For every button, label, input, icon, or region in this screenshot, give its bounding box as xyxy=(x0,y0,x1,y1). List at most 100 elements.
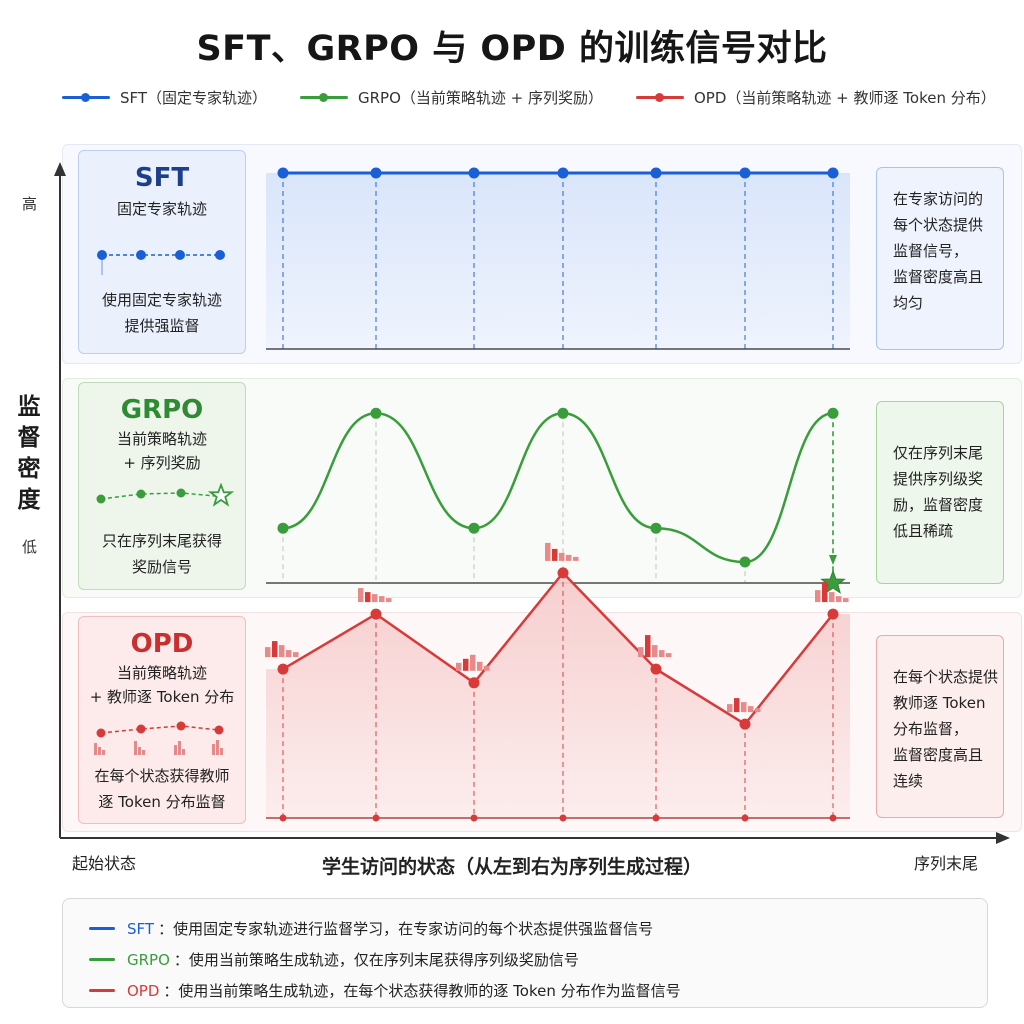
sft-point-4 xyxy=(557,167,569,179)
opd-token-bar-6-3 xyxy=(741,702,747,713)
grpo-note-line: 励，监督密度 xyxy=(893,496,984,514)
page-title: SFT、GRPO 与 OPD 的训练信号对比 xyxy=(196,29,828,69)
legend-item-grpo: GRPO（当前策略轨迹 + 序列奖励） xyxy=(300,86,603,108)
opd-token-bar-7-3 xyxy=(829,592,835,603)
opd-baseline-dot-3 xyxy=(470,814,478,822)
opd-token-bar-5-4 xyxy=(659,650,665,658)
opd-token-bar-3-2 xyxy=(463,658,469,671)
grpo-point-4 xyxy=(557,407,569,419)
opd-point-5 xyxy=(650,663,662,675)
opd-token-bar-1-4 xyxy=(286,650,292,658)
opd-card-desc-line1: 在每个状态获得教师 xyxy=(94,767,230,785)
legend-swatch-grpo xyxy=(300,92,348,102)
opd-token-bar-5-2 xyxy=(645,635,651,658)
opd-point-6 xyxy=(739,718,751,730)
opd-baseline-dot-2 xyxy=(372,814,380,822)
sft-point-1 xyxy=(277,167,289,179)
bottom-legend-text-grpo: ：使用当前策略生成轨迹，仅在序列末尾获得序列级奖励信号 xyxy=(173,951,579,969)
legend-swatch-opd xyxy=(636,92,684,102)
opd-token-bar-7-4 xyxy=(836,596,842,603)
opd-note: 在每个状态提供 教师逐 Token 分布监督， 监督密度高且 连续 xyxy=(876,635,1004,818)
y-axis-title: 监督密度 xyxy=(17,394,41,513)
bottom-legend-sft: SFT ：使用固定专家轨迹进行监督学习，在专家访问的每个状态提供强监督信号 xyxy=(89,913,987,944)
opd-card-desc: 在每个状态获得教师 逐 Token 分布监督 xyxy=(79,763,245,815)
opd-note-line: 监督密度高且 xyxy=(893,746,984,764)
grpo-card-desc: 只在序列末尾获得 奖励信号 xyxy=(79,528,245,580)
opd-baseline-dot-1 xyxy=(279,814,287,822)
opd-token-bar-4-2 xyxy=(552,548,558,561)
opd-area xyxy=(266,572,850,818)
sft-mini-diagram xyxy=(97,250,225,275)
x-axis-arrow xyxy=(996,832,1010,844)
bottom-legend-text-opd: ：使用当前策略生成轨迹，在每个状态获得教师的逐 Token 分布作为监督信号 xyxy=(163,982,681,1000)
opd-token-bar-4-5 xyxy=(573,556,579,561)
opd-baseline-dot-6 xyxy=(741,814,749,822)
opd-token-bar-4-1 xyxy=(545,542,551,561)
grpo-mini-diagram xyxy=(96,483,235,507)
opd-point-4 xyxy=(557,567,569,579)
x-axis-start: 起始状态 xyxy=(72,854,137,873)
opd-token-bar-5-1 xyxy=(638,647,644,658)
bottom-legend-text-sft: ：使用固定专家轨迹进行监督学习，在专家访问的每个状态提供强监督信号 xyxy=(158,920,654,938)
opd-token-bar-2-3 xyxy=(372,594,378,603)
grpo-card: GRPO 当前策略轨迹 + 序列奖励 只在序列末尾获得 奖励信号 xyxy=(78,382,246,590)
opd-card: OPD 当前策略轨迹 + 教师逐 Token 分布 在每个状态获得教师 逐 To… xyxy=(78,616,246,824)
opd-token-bar-3-5 xyxy=(484,665,490,671)
legend-swatch-sft xyxy=(62,92,110,102)
opd-baseline-dot-5 xyxy=(652,814,660,822)
grpo-note-line: 低且稀疏 xyxy=(893,522,954,540)
x-axis-title: 学生访问的状态（从左到右为序列生成过程） xyxy=(321,856,702,878)
bottom-legend-name-opd: OPD xyxy=(127,981,160,1000)
bottom-legend-name-grpo: GRPO xyxy=(127,950,170,969)
grpo-card-desc-line1: 只在序列末尾获得 xyxy=(101,532,222,550)
sft-point-3 xyxy=(468,167,480,179)
opd-token-bar-5-3 xyxy=(652,645,658,658)
opd-card-subtitle-line2: + 教师逐 Token 分布 xyxy=(89,688,235,706)
opd-token-bar-2-1 xyxy=(358,588,364,603)
opd-card-title: OPD xyxy=(130,629,194,659)
opd-point-7 xyxy=(827,608,839,620)
opd-token-bar-3-3 xyxy=(470,654,476,671)
legend-item-opd: OPD（当前策略轨迹 + 教师逐 Token 分布） xyxy=(636,86,996,108)
opd-mini-diagram xyxy=(94,721,224,755)
opd-token-bar-1-5 xyxy=(293,652,299,658)
grpo-point-7 xyxy=(827,407,839,419)
opd-card-subtitle: 当前策略轨迹 + 教师逐 Token 分布 xyxy=(79,661,245,709)
opd-token-bar-2-4 xyxy=(379,596,385,603)
legend-label-sft: SFT（固定专家轨迹） xyxy=(120,88,268,107)
opd-point-2 xyxy=(370,608,382,620)
opd-token-bar-5-5 xyxy=(666,653,672,658)
opd-baseline-dot-4 xyxy=(559,814,567,822)
x-axis-end: 序列末尾 xyxy=(914,854,979,873)
opd-token-bar-1-1 xyxy=(265,647,271,658)
opd-token-bar-7-2 xyxy=(822,582,828,603)
opd-token-bar-4-4 xyxy=(566,554,572,561)
grpo-note-line: 仅在序列末尾 xyxy=(893,444,984,462)
y-axis-high: 高 xyxy=(22,195,38,213)
sft-card-subtitle: 固定专家轨迹 xyxy=(116,200,207,218)
bottom-legend-swatch-opd xyxy=(89,989,115,992)
bottom-legend: SFT ：使用固定专家轨迹进行监督学习，在专家访问的每个状态提供强监督信号 GR… xyxy=(62,898,988,1008)
star-icon xyxy=(207,483,235,507)
opd-card-subtitle-line1: 当前策略轨迹 xyxy=(116,664,207,682)
grpo-card-subtitle-line2: + 序列奖励 xyxy=(123,454,201,472)
reward-arrow-head xyxy=(829,555,837,565)
opd-token-bar-7-1 xyxy=(815,590,821,603)
opd-token-bar-7-5 xyxy=(843,598,849,603)
y-axis-arrow xyxy=(54,162,66,176)
opd-note-line: 教师逐 Token xyxy=(893,694,986,712)
sft-note-line: 监督密度高且 xyxy=(893,268,984,286)
grpo-series-line xyxy=(282,412,834,564)
opd-card-desc-line2: 逐 Token 分布监督 xyxy=(98,793,226,811)
opd-token-bar-1-3 xyxy=(279,645,285,658)
grpo-point-3 xyxy=(468,522,480,534)
sft-area xyxy=(266,173,850,349)
opd-token-bar-6-4 xyxy=(748,706,754,713)
sft-note-line: 监督信号， xyxy=(893,242,969,260)
opd-baseline-dot-7 xyxy=(829,814,837,822)
sft-point-6 xyxy=(739,167,751,179)
grpo-card-subtitle-line1: 当前策略轨迹 xyxy=(116,430,207,448)
grpo-point-6 xyxy=(739,556,751,568)
grpo-point-5 xyxy=(650,522,662,534)
sft-card-desc: 使用固定专家轨迹 提供强监督 xyxy=(79,287,245,339)
